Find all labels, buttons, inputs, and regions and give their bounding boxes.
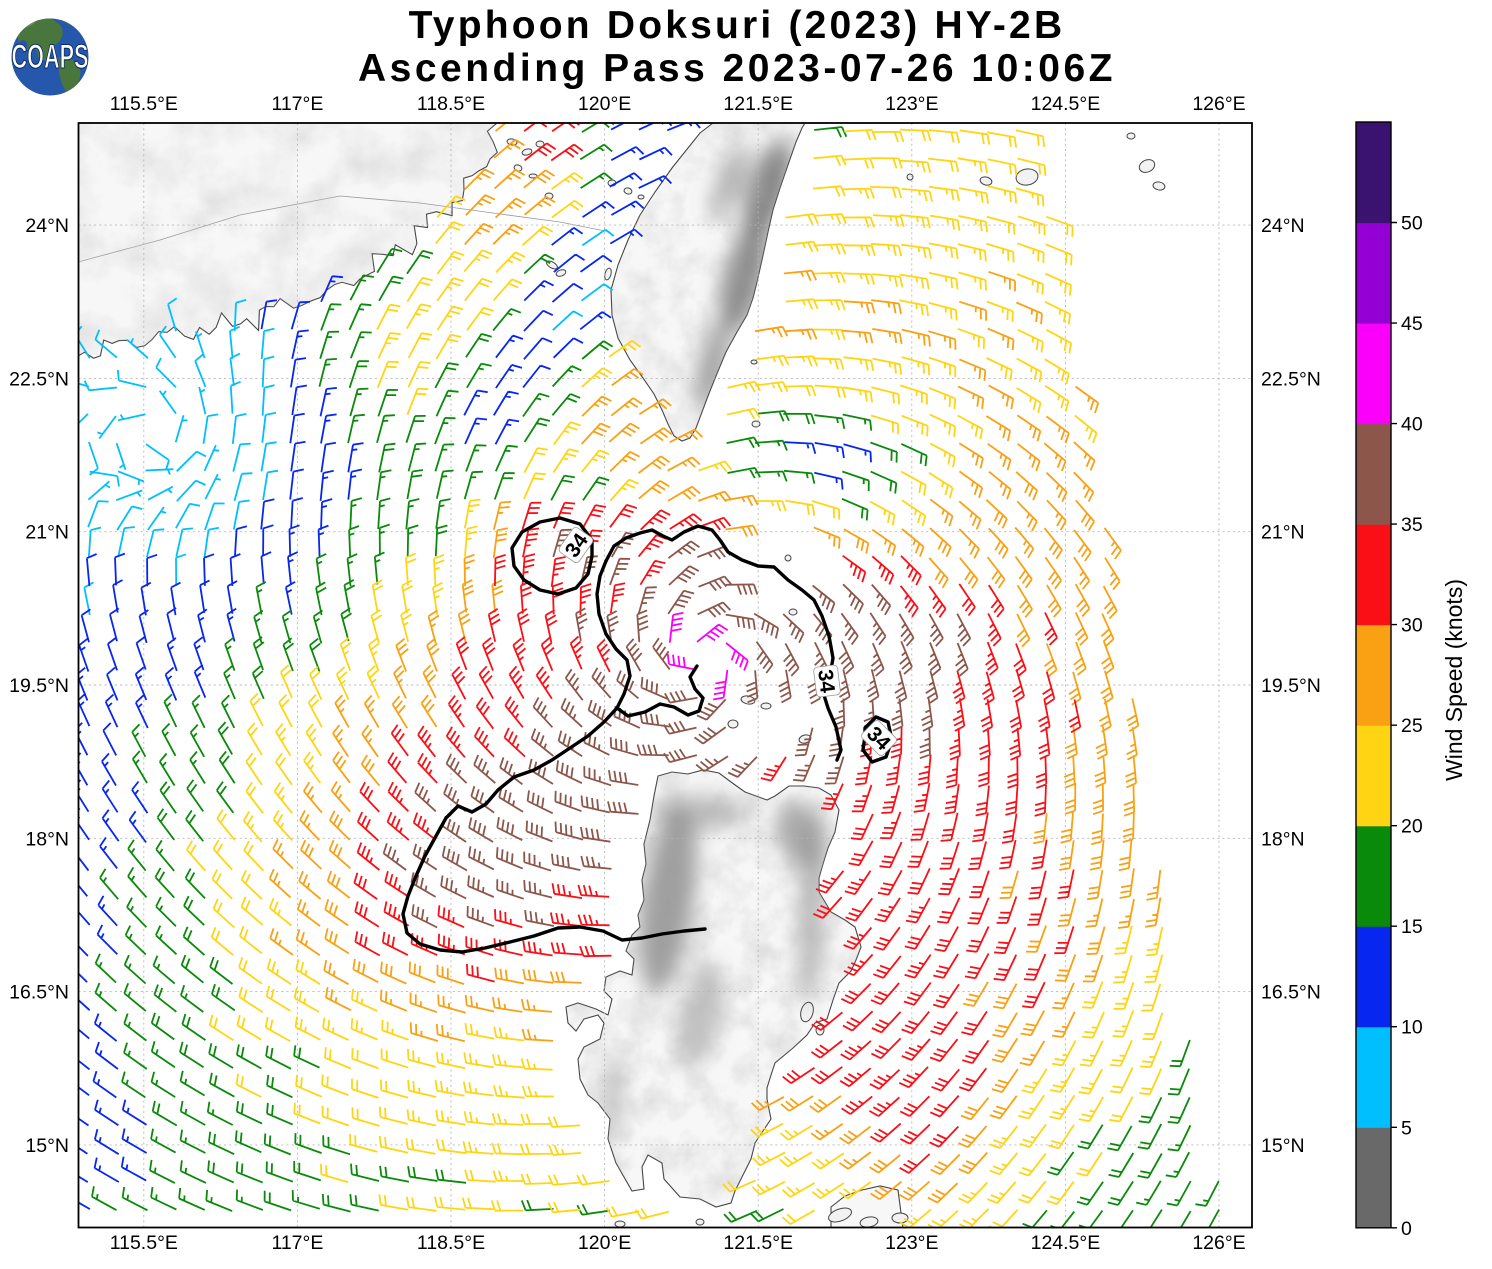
- svg-text:21°N: 21°N: [1261, 522, 1305, 544]
- svg-text:18°N: 18°N: [1261, 828, 1305, 850]
- svg-text:120°E: 120°E: [578, 93, 631, 115]
- svg-text:126°E: 126°E: [1192, 93, 1245, 115]
- svg-text:120°E: 120°E: [578, 1232, 631, 1254]
- svg-text:18°N: 18°N: [25, 828, 69, 850]
- svg-text:19.5°N: 19.5°N: [1261, 675, 1321, 697]
- svg-text:118.5°E: 118.5°E: [417, 1232, 485, 1254]
- svg-text:19.5°N: 19.5°N: [9, 675, 69, 697]
- svg-text:34: 34: [813, 668, 839, 694]
- svg-text:24°N: 24°N: [25, 215, 69, 237]
- svg-text:Ascending Pass 2023-07-26 10:0: Ascending Pass 2023-07-26 10:06Z: [358, 47, 1116, 90]
- svg-text:COAPS: COAPS: [12, 38, 89, 76]
- svg-text:15°N: 15°N: [25, 1135, 69, 1157]
- svg-text:121.5°E: 121.5°E: [723, 93, 793, 115]
- svg-text:16.5°N: 16.5°N: [9, 982, 69, 1004]
- svg-text:50: 50: [1401, 213, 1423, 235]
- svg-text:117°E: 117°E: [271, 93, 323, 115]
- svg-text:5: 5: [1401, 1117, 1412, 1139]
- svg-text:123°E: 123°E: [885, 93, 938, 115]
- svg-text:45: 45: [1401, 313, 1423, 335]
- svg-text:15: 15: [1401, 916, 1423, 938]
- svg-text:121.5°E: 121.5°E: [723, 1232, 793, 1254]
- svg-text:24°N: 24°N: [1261, 215, 1305, 237]
- svg-text:22.5°N: 22.5°N: [9, 368, 69, 390]
- svg-text:117°E: 117°E: [271, 1232, 323, 1254]
- svg-text:21°N: 21°N: [25, 522, 69, 544]
- svg-text:30: 30: [1401, 615, 1423, 637]
- svg-text:35: 35: [1401, 514, 1423, 536]
- svg-text:10: 10: [1401, 1017, 1423, 1039]
- svg-text:123°E: 123°E: [885, 1232, 938, 1254]
- svg-text:Typhoon Doksuri (2023) HY-2B: Typhoon Doksuri (2023) HY-2B: [409, 4, 1066, 47]
- svg-text:16.5°N: 16.5°N: [1261, 982, 1321, 1004]
- svg-text:Wind Speed (knots): Wind Speed (knots): [1441, 579, 1467, 781]
- svg-text:124.5°E: 124.5°E: [1031, 1232, 1101, 1254]
- svg-text:118.5°E: 118.5°E: [417, 93, 485, 115]
- svg-text:15°N: 15°N: [1261, 1135, 1305, 1157]
- svg-text:22.5°N: 22.5°N: [1261, 368, 1321, 390]
- svg-text:20: 20: [1401, 816, 1423, 838]
- svg-text:115.5°E: 115.5°E: [110, 1232, 178, 1254]
- svg-text:0: 0: [1401, 1218, 1412, 1240]
- svg-text:124.5°E: 124.5°E: [1031, 93, 1101, 115]
- svg-text:126°E: 126°E: [1192, 1232, 1245, 1254]
- svg-text:115.5°E: 115.5°E: [110, 93, 178, 115]
- svg-text:40: 40: [1401, 414, 1423, 436]
- svg-text:25: 25: [1401, 715, 1423, 737]
